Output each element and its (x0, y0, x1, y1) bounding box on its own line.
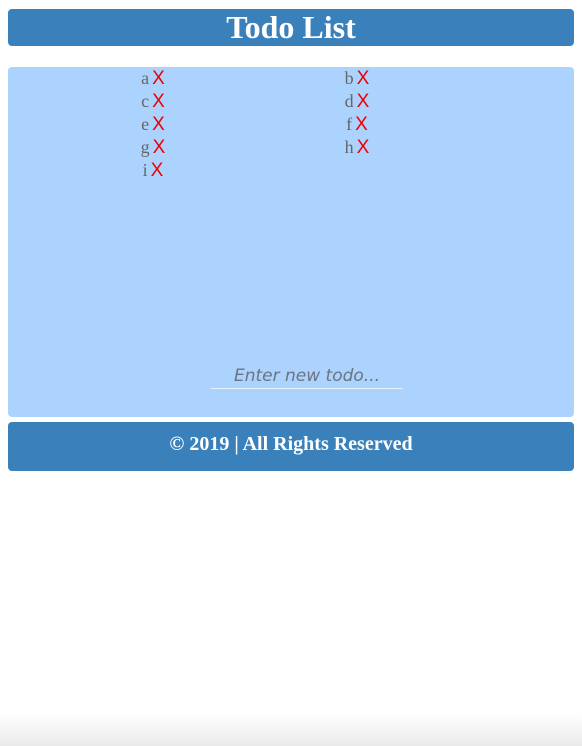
todo-text: a (141, 68, 150, 88)
delete-todo-button[interactable]: X (355, 114, 368, 135)
todo-text: e (141, 114, 150, 134)
delete-todo-button[interactable]: X (356, 68, 370, 89)
todo-text: g (140, 137, 150, 157)
delete-todo-button[interactable]: X (150, 160, 164, 181)
app-header: Todo List (8, 9, 574, 46)
delete-todo-button[interactable]: X (152, 114, 165, 135)
new-todo-input[interactable] (211, 363, 403, 389)
delete-todo-button[interactable]: X (152, 91, 165, 112)
app-footer: © 2019 | All Rights Reserved (8, 422, 574, 471)
todo-text: c (141, 91, 150, 111)
todo-text: f (346, 114, 353, 134)
todo-text: h (344, 137, 354, 157)
delete-todo-button[interactable]: X (152, 137, 166, 158)
todo-text: b (344, 68, 354, 88)
delete-todo-button[interactable]: X (152, 68, 165, 89)
todo-text: i (142, 160, 148, 180)
copyright-text: © 2019 | All Rights Reserved (169, 433, 413, 455)
bottom-shadow (0, 712, 582, 746)
delete-todo-button[interactable]: X (356, 137, 370, 158)
delete-todo-button[interactable]: X (356, 91, 370, 112)
page-title: Todo List (226, 9, 356, 45)
todo-text: d (344, 91, 354, 111)
